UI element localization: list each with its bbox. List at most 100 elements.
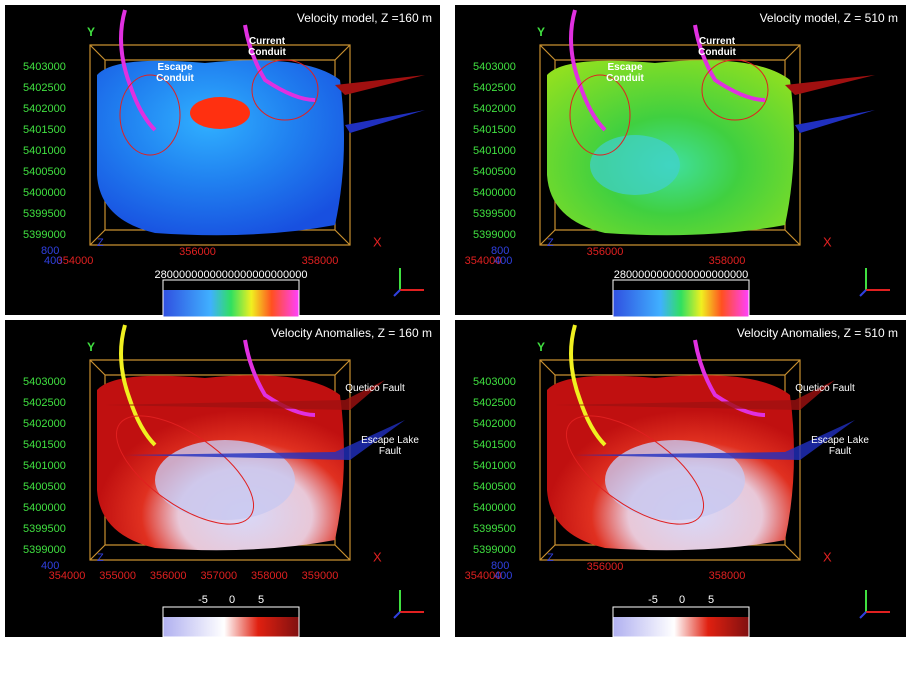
annotation-line: Quetico Fault [345, 383, 405, 394]
y-axis-label: Y [537, 340, 545, 354]
x-axis-label: X [823, 549, 832, 564]
annotation-line: Escape [607, 62, 642, 73]
z-tick-label: 400 [44, 255, 62, 267]
annotation: Quetico Fault [795, 383, 855, 394]
y-tick-label: 5402000 [473, 418, 516, 430]
conduit [243, 24, 316, 102]
annotation-line: Fault [829, 446, 851, 457]
annotation: Current Conduit [698, 36, 736, 58]
annotation-line: Current [249, 36, 286, 47]
fault [785, 75, 875, 95]
y-tick-label: 5399000 [473, 544, 516, 556]
annotation-line: Escape Lake [811, 435, 869, 446]
y-tick-label: 5400500 [473, 166, 516, 178]
y-axis-label: Y [537, 25, 545, 39]
outline-ellipse [565, 415, 705, 525]
y-tick-label: 5402500 [473, 397, 516, 409]
bounding-box [89, 359, 351, 561]
triad-z [859, 611, 867, 619]
fault [105, 380, 385, 410]
y-tick-label: 5401500 [473, 439, 516, 451]
y-tick-label: 5399500 [23, 523, 66, 535]
y-tick-label: 5401500 [23, 124, 66, 136]
colorbar-frame [612, 279, 750, 318]
annotation-line: Current [699, 36, 736, 47]
z-tick-label: 800 [41, 245, 59, 257]
fault [345, 110, 425, 133]
y-axis-label: Y [87, 25, 95, 39]
panel: Velocity Anomalies, Z = 160 m Y X Z 5403000 5… [5, 320, 440, 638]
triad-z [859, 289, 867, 297]
triad-z [393, 289, 401, 297]
colorbar-label: 5 [708, 594, 714, 606]
z-axis-label: Z [547, 237, 554, 249]
annotation-line: Conduit [156, 73, 194, 84]
annotation: Escape Conduit [156, 62, 194, 84]
y-tick-label: 5399500 [473, 208, 516, 220]
x-tick-label: 359000 [302, 570, 339, 582]
y-tick-label: 5400000 [473, 502, 516, 514]
x-tick-label: 358000 [302, 255, 339, 267]
x-tick-label: 354000 [465, 255, 502, 267]
annotation-line: Conduit [606, 73, 644, 84]
y-tick-label: 5399000 [473, 229, 516, 241]
colorbar-label: -5 [648, 594, 658, 606]
low-anomaly [605, 440, 745, 520]
colorbar [613, 617, 749, 637]
z-axis-label: Z [547, 552, 554, 564]
z-tick-label: 400 [41, 560, 59, 572]
y-tick-label: 5400000 [23, 502, 66, 514]
fault [795, 110, 875, 133]
low-velocity [590, 135, 680, 195]
outline-ellipse [701, 59, 769, 121]
outline-ellipse [569, 74, 631, 156]
colorbar-frame [162, 606, 300, 638]
colorbar-label: 2800000000000000000000 [614, 269, 749, 281]
x-tick-label: 355000 [99, 570, 136, 582]
y-tick-label: 5399500 [473, 523, 516, 535]
x-tick-label: 354000 [49, 570, 86, 582]
annotation-line: Escape [157, 62, 192, 73]
z-tick-label: 400 [494, 255, 512, 267]
x-tick-label: 356000 [587, 246, 624, 258]
annotation: Escape Conduit [606, 62, 644, 84]
low-anomaly [155, 440, 295, 520]
bounding-box [539, 359, 801, 561]
bounding-box [539, 44, 801, 246]
x-tick-label: 354000 [57, 255, 94, 267]
y-tick-label: 5402000 [473, 103, 516, 115]
y-tick-label: 5402000 [23, 103, 66, 115]
annotation-line: Escape Lake [361, 435, 419, 446]
y-tick-label: 5402000 [23, 418, 66, 430]
x-axis-label: X [373, 549, 382, 564]
outline-ellipse [119, 74, 181, 156]
y-tick-label: 5402500 [473, 82, 516, 94]
annotation-line: Conduit [698, 47, 736, 58]
y-tick-label: 5401000 [23, 460, 66, 472]
y-tick-label: 5399000 [23, 544, 66, 556]
y-tick-label: 5399500 [23, 208, 66, 220]
z-tick-label: 800 [491, 245, 509, 257]
colorbar-label: 0 [229, 594, 235, 606]
triad-z [393, 611, 401, 619]
panel-title: Velocity model, Z =160 m [297, 11, 432, 25]
colorbar-frame [162, 279, 300, 318]
x-tick-label: 356000 [587, 561, 624, 573]
colorbar [613, 290, 749, 317]
y-tick-label: 5403000 [473, 61, 516, 73]
y-tick-label: 5401000 [23, 145, 66, 157]
y-tick-label: 5400500 [23, 166, 66, 178]
z-tick-label: 800 [491, 560, 509, 572]
y-tick-label: 5400000 [23, 187, 66, 199]
outline-ellipse [115, 415, 255, 525]
panel: Velocity Anomalies, Z = 510 m Y X Z 5403000 5… [455, 320, 906, 638]
colorbar [163, 290, 299, 317]
conduit [693, 339, 766, 417]
annotation: Escape Lake Fault [811, 435, 869, 457]
y-tick-label: 5401500 [23, 439, 66, 451]
panel-title: Velocity Anomalies, Z = 160 m [271, 326, 432, 340]
y-tick-label: 5401500 [473, 124, 516, 136]
conduit [119, 324, 157, 447]
y-tick-label: 5400000 [473, 187, 516, 199]
